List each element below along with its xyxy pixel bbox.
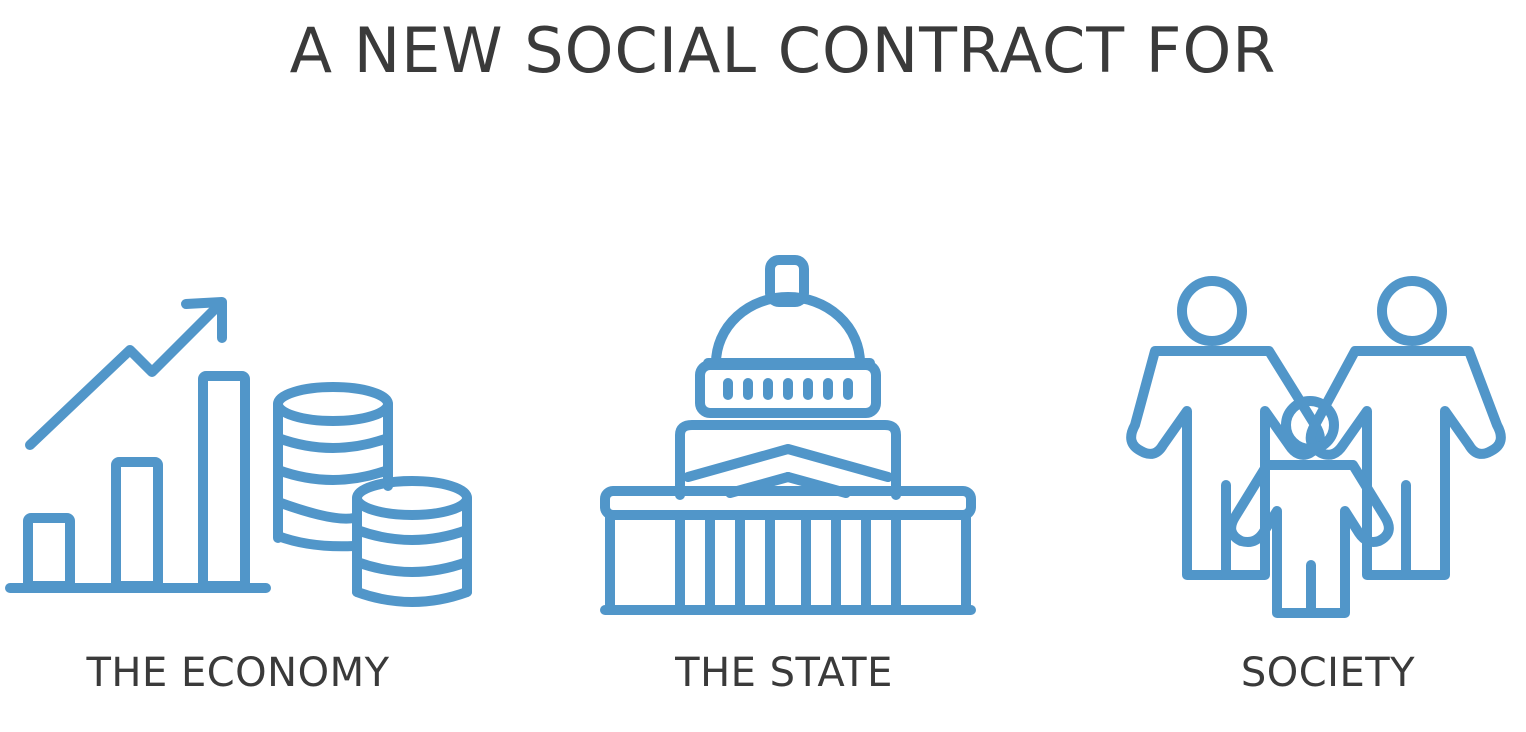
economy-chart-coins-icon [0, 290, 480, 610]
society-label: SOCIETY [1240, 650, 1416, 696]
state-label: THE STATE [675, 650, 893, 696]
page-title: A NEW SOCIAL CONTRACT FOR [289, 14, 1277, 87]
family-icon [1105, 275, 1525, 635]
economy-label: THE ECONOMY [86, 650, 390, 696]
capitol-building-icon [600, 255, 980, 625]
